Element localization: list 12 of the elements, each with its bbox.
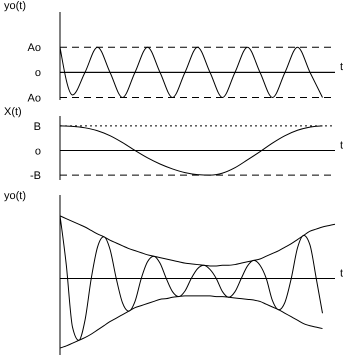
- x-axis-title: t: [340, 267, 344, 280]
- y-axis-title: yo(t): [4, 190, 26, 202]
- x-axis-title: t: [340, 61, 344, 74]
- y-axis-title: yo(t): [4, 0, 26, 12]
- x-axis-title: t: [340, 139, 344, 152]
- ref-line-label: Ao: [28, 42, 41, 54]
- ref-line-label: B: [34, 120, 41, 133]
- ref-line-label: Ao: [28, 92, 41, 104]
- ref-line-label: o: [34, 67, 41, 80]
- ref-line-label: -B: [30, 170, 41, 182]
- ref-line-label: o: [34, 145, 41, 158]
- y-axis-title: X(t): [4, 106, 22, 118]
